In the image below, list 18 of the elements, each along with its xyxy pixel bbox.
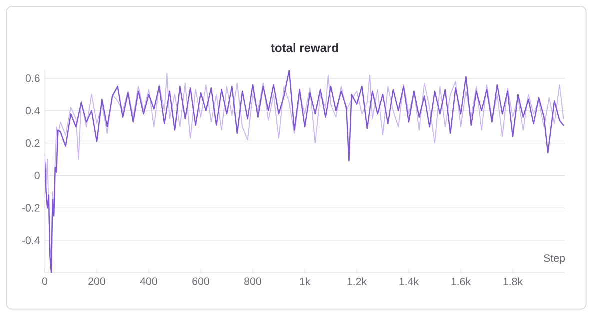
x-tick-label: 1.6k (452, 278, 472, 286)
x-tick-label: 200 (88, 278, 106, 286)
x-tick-label: 800 (244, 278, 262, 286)
x-tick-label: 0 (42, 278, 48, 286)
y-tick-label: 0.4 (26, 107, 40, 115)
x-tick-label: 1.8k (504, 278, 524, 286)
y-tick-label: -0.4 (22, 236, 40, 244)
chart-title: total reward (271, 43, 338, 52)
y-tick-label: 0 (34, 172, 40, 180)
x-tick-label: 400 (140, 278, 158, 286)
x-axis-title: Step (544, 254, 566, 264)
x-tick-label: 1.2k (348, 278, 368, 286)
x-tick-label: 1k (300, 278, 311, 286)
y-tick-label: 0.6 (26, 74, 40, 82)
x-tick-label: 1.4k (400, 278, 420, 286)
y-tick-label: -0.2 (22, 204, 40, 212)
x-tick-label: 600 (192, 278, 210, 286)
y-tick-label: 0.2 (26, 140, 40, 148)
